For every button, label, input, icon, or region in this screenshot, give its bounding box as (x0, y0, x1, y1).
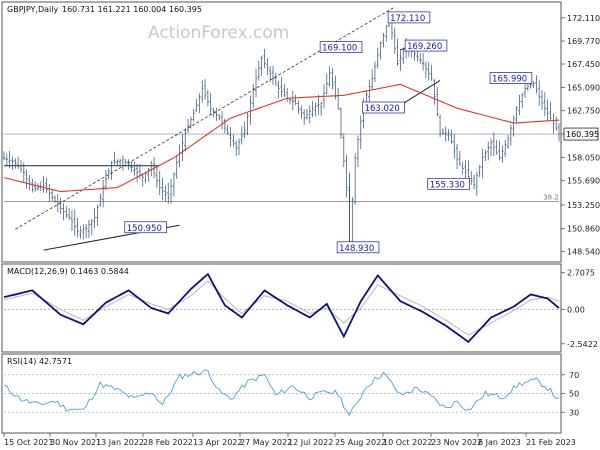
current-price-box (563, 127, 599, 141)
annotation-label: 169.100 (322, 44, 357, 54)
annotation-box (404, 39, 448, 52)
y-tick-label: 169.770 (567, 37, 600, 46)
x-tick-label: 21 Feb 2023 (526, 438, 576, 447)
macd-y-tick-label: 2.7075 (567, 269, 595, 278)
y-tick-label: 165.090 (567, 83, 600, 92)
macd-y-tick-label: 0.00 (567, 305, 585, 314)
x-tick-label: 10 Oct 2022 (383, 438, 432, 447)
y-tick-label: 172.110 (567, 14, 600, 23)
y-tick-label: 167.450 (567, 60, 600, 69)
y-tick-label: 150.860 (567, 225, 600, 234)
annotation-box (427, 177, 470, 190)
annotation-box (336, 241, 380, 254)
annotation-box (489, 72, 533, 84)
y-tick-label: 155.690 (567, 177, 600, 186)
x-tick-label: 25 Aug 2022 (335, 438, 386, 447)
watermark: ActionForex.com (148, 23, 289, 43)
annotation-label: 169.260 (407, 42, 442, 52)
x-tick-label: 28 Feb 2022 (143, 438, 193, 447)
annotation-label: 148.930 (339, 244, 374, 254)
rsi-title: RSI(14) 42.7571 (7, 357, 72, 366)
rsi-line (3, 369, 560, 417)
moving-average-line (3, 83, 560, 193)
fib-label: 38.2 (543, 193, 559, 201)
price-panel (1, 1, 562, 263)
annotation-label: 163.020 (365, 104, 400, 114)
y-tick-label: 148.540 (567, 248, 600, 257)
annotation-label: 172.110 (390, 14, 425, 24)
x-tick-label: 13 Jan 2022 (96, 438, 144, 447)
x-tick-label: 23 Nov 2022 (431, 438, 482, 447)
macd-y-tick-label: -2.5422 (567, 340, 598, 349)
annotation-label: 155.330 (430, 180, 465, 190)
current-price-label: 160.395 (566, 130, 599, 139)
x-tick-label: 30 Nov 2021 (50, 438, 101, 447)
annotation-label: 150.950 (127, 224, 162, 234)
macd-panel (1, 263, 562, 353)
x-tick-label: 12 Jul 2022 (288, 438, 333, 447)
annotation-box (387, 11, 431, 24)
macd-signal-line (3, 280, 560, 336)
axis-layer: 172.110 169.770 167.450 165.090 162.750 160.3… (3, 14, 600, 447)
x-tick-label: 15 Oct 2021 (4, 438, 53, 447)
price-layer: 38.2 172.110 169.100 169.260 165.990 163.020 1… (2, 6, 561, 254)
rsi-layer (3, 369, 560, 417)
x-tick-label: 13 Apr 2022 (193, 438, 242, 447)
macd-title: MACD(12,26,9) 0.1463 0.5844 (7, 267, 129, 276)
x-tick-label: 6 Jan 2023 (478, 438, 521, 447)
rsi-y-tick-label: 70 (569, 371, 579, 380)
rsi-y-tick-label: 50 (569, 390, 579, 399)
annotation-box (319, 41, 363, 54)
y-tick-label: 162.750 (567, 107, 600, 116)
price-ohlc: 160.731 161.221 160.004 160.395 (62, 5, 202, 14)
y-tick-label: 158.050 (567, 153, 600, 162)
x-tick-label: 27 May 2022 (240, 438, 292, 447)
price-title: GBPJPY,Daily (7, 5, 58, 14)
annotation-label: 165.990 (492, 75, 527, 85)
macd-layer (3, 272, 560, 344)
annotation-box (124, 221, 167, 234)
macd-line (3, 272, 560, 344)
annotation-box (362, 101, 405, 114)
y-tick-label: 153.250 (567, 201, 600, 210)
rsi-y-tick-label: 30 (569, 408, 579, 417)
